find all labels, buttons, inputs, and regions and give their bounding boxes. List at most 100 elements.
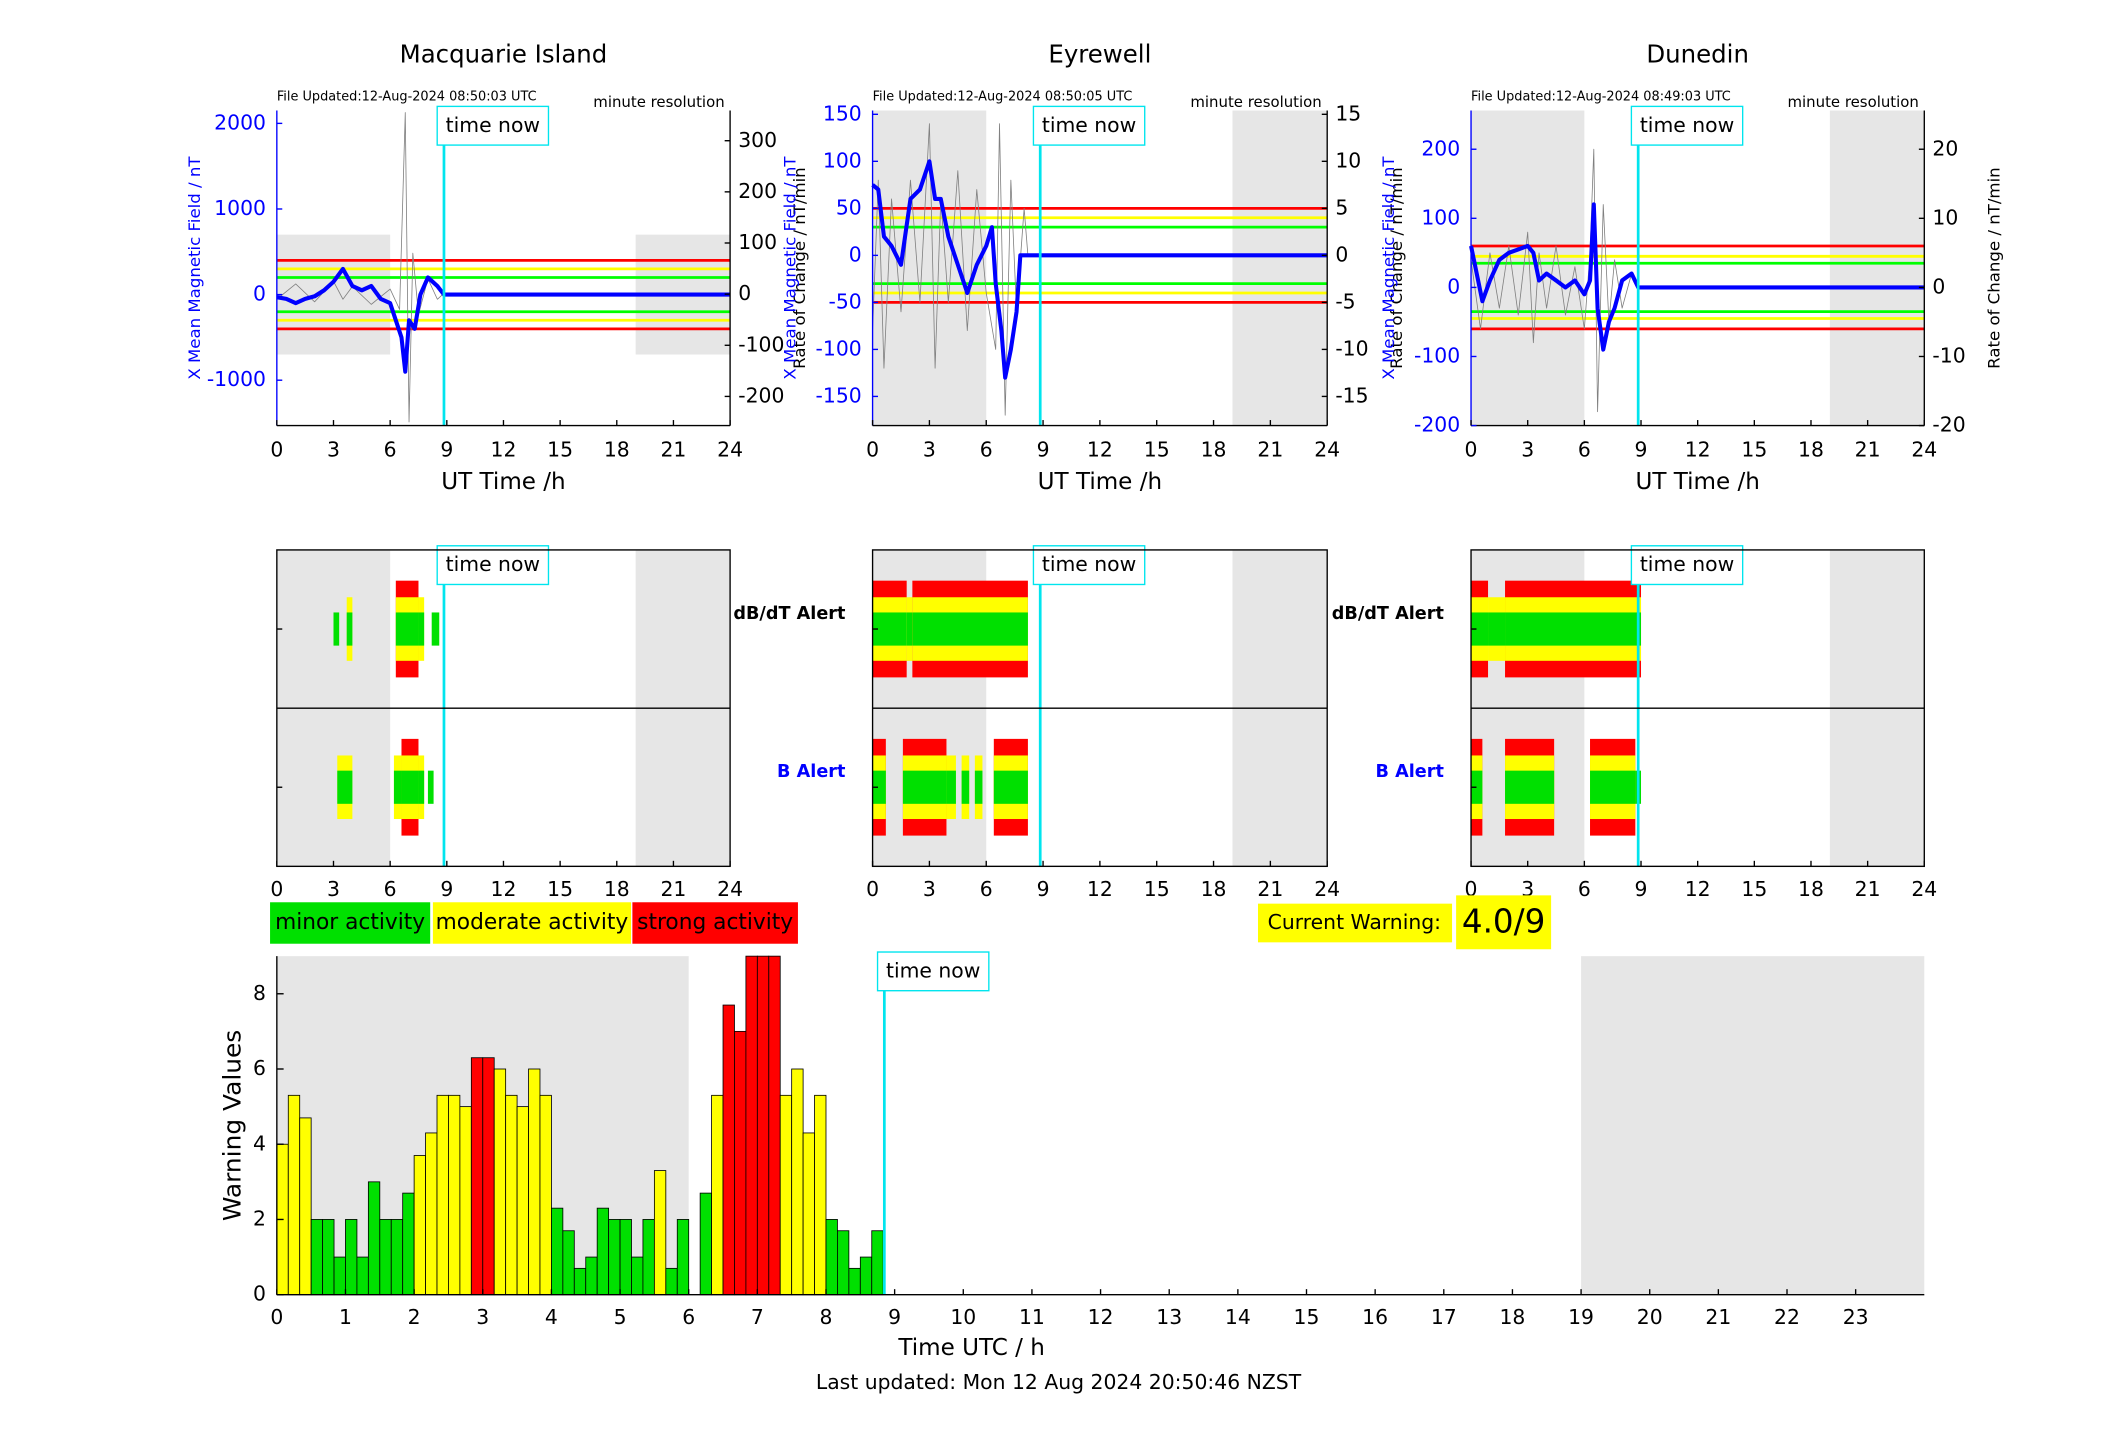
legend-swatch xyxy=(270,902,431,944)
x-tick-label: 3 xyxy=(476,1305,489,1329)
file-updated: File Updated:12-Aug-2024 08:49:03 UTC xyxy=(1471,89,1731,104)
alert-block xyxy=(993,770,1028,804)
x-tick-label: 18 xyxy=(604,437,630,461)
y-tick-label: -100 xyxy=(816,336,862,360)
y-tick-label: -100 xyxy=(1414,343,1460,367)
night-shading xyxy=(1829,110,1925,426)
warning-bar xyxy=(871,1230,884,1296)
warning-bar xyxy=(379,1219,392,1296)
row-label: B Alert xyxy=(777,761,846,782)
time-now-label: time now xyxy=(446,113,540,137)
resolution: minute resolution xyxy=(593,93,724,111)
warning-bar xyxy=(596,1207,610,1296)
warning-bar xyxy=(608,1219,621,1296)
row-label: dB/dT Alert xyxy=(733,603,846,624)
warning-bar xyxy=(459,1106,472,1296)
footer: Last updated: Mon 12 Aug 2024 20:50:46 N… xyxy=(816,1370,1302,1394)
night-shading xyxy=(872,110,987,426)
x-tick-label: 17 xyxy=(1431,1305,1457,1329)
alert-block xyxy=(333,612,340,646)
x-tick-label: 3 xyxy=(327,437,340,461)
warning-bar xyxy=(665,1267,678,1296)
x-tick-label: 23 xyxy=(1843,1305,1869,1329)
warning-bar xyxy=(356,1256,369,1296)
warning-bar xyxy=(436,1094,449,1296)
x-tick-label: 24 xyxy=(717,437,743,461)
y-tick-label: 2 xyxy=(253,1206,266,1230)
x-tick-label: 21 xyxy=(1257,877,1283,901)
x-tick-label: 9 xyxy=(888,1305,901,1329)
x-tick-label: 21 xyxy=(660,437,686,461)
x-tick-label: 9 xyxy=(440,437,453,461)
warning-bar xyxy=(848,1267,861,1296)
x-tick-label: 15 xyxy=(1294,1305,1320,1329)
warning-bar xyxy=(642,1219,655,1296)
warning-bar xyxy=(482,1057,495,1296)
y-tick-label: 0 xyxy=(849,242,862,266)
warning-bar xyxy=(493,1068,507,1296)
x-tick-label: 3 xyxy=(923,877,936,901)
warning-bar xyxy=(653,1170,667,1296)
x-tick-label: 6 xyxy=(980,437,993,461)
warning-bar xyxy=(345,1219,358,1296)
y2-tick-label: 200 xyxy=(738,179,777,203)
alert-block xyxy=(418,770,425,804)
alert-block xyxy=(1471,770,1483,804)
warning-bar xyxy=(470,1057,484,1296)
x-tick-label: 16 xyxy=(1362,1305,1388,1329)
x-tick-label: 12 xyxy=(1087,437,1113,461)
y-axis-label: Warning Values xyxy=(218,1030,247,1221)
x-tick-label: 12 xyxy=(491,877,517,901)
y-tick-label: 200 xyxy=(1421,136,1460,160)
warning-bar xyxy=(745,955,758,1296)
x-tick-label: 18 xyxy=(1798,437,1824,461)
night-shading xyxy=(1471,110,1585,426)
alert-block xyxy=(418,612,425,646)
chart-title: Macquarie Island xyxy=(400,39,608,68)
x-tick-label: 15 xyxy=(1144,877,1170,901)
y-axis-label: X Mean Magnetic Field / nT xyxy=(781,156,800,380)
warning-bar xyxy=(310,1219,324,1296)
warning-bar xyxy=(722,1004,735,1296)
x-tick-label: 15 xyxy=(1144,437,1170,461)
x-tick-label: 18 xyxy=(1798,877,1824,901)
alert-block xyxy=(912,612,1028,646)
file-updated: File Updated:12-Aug-2024 08:50:03 UTC xyxy=(277,89,537,104)
x-tick-label: 12 xyxy=(1685,437,1711,461)
x-tick-label: 21 xyxy=(1257,437,1283,461)
warning-bar xyxy=(631,1256,644,1296)
alert-block xyxy=(427,770,434,804)
x-tick-label: 11 xyxy=(1019,1305,1045,1329)
data-line xyxy=(1469,202,1925,352)
x-tick-label: 15 xyxy=(547,437,573,461)
time-now-box xyxy=(436,105,550,146)
night-shading xyxy=(1232,110,1328,426)
x-tick-label: 24 xyxy=(1314,437,1340,461)
y2-tick-label: 10 xyxy=(1932,205,1958,229)
night-shading xyxy=(276,234,391,355)
x-tick-label: 4 xyxy=(545,1305,558,1329)
y2-tick-label: 0 xyxy=(1932,274,1945,298)
x-tick-label: 9 xyxy=(1037,877,1050,901)
x-tick-label: 9 xyxy=(1037,437,1050,461)
x-tick-label: 7 xyxy=(751,1305,764,1329)
y-tick-label: 4 xyxy=(253,1131,266,1155)
row-label: dB/dT Alert xyxy=(1332,603,1445,624)
x-tick-label: 3 xyxy=(1521,877,1534,901)
y-tick-label: 0 xyxy=(253,281,266,305)
warning-bar xyxy=(299,1117,312,1296)
x-tick-label: 20 xyxy=(1637,1305,1663,1329)
y-tick-label: -150 xyxy=(816,383,862,407)
time-now-box xyxy=(876,951,990,992)
y2-axis-label: Rate of Change / nT/min xyxy=(790,167,809,369)
y2-tick-label: -5 xyxy=(1335,289,1355,313)
warning-bar xyxy=(779,1094,793,1296)
alert-block xyxy=(1471,612,1489,646)
x-tick-label: 12 xyxy=(1685,877,1711,901)
x-tick-label: 3 xyxy=(923,437,936,461)
warning-bar xyxy=(528,1068,541,1296)
time-now-box xyxy=(1630,545,1744,586)
warning-bar xyxy=(791,1068,804,1296)
x-tick-label: 21 xyxy=(1855,437,1881,461)
